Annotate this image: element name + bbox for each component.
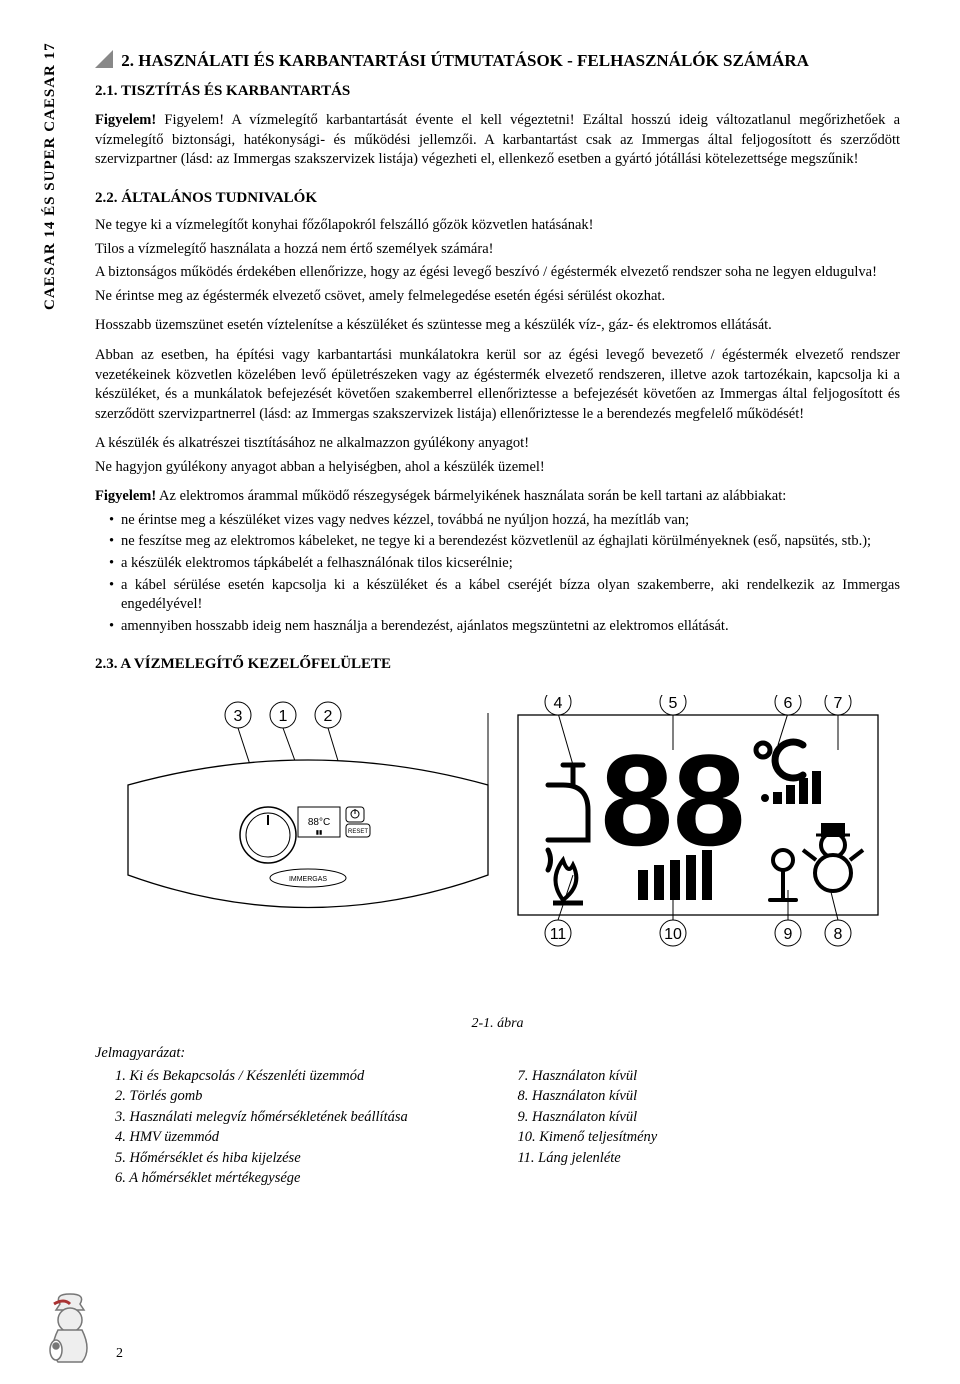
section-22-title: 2.2. ÁLTALÁNOS TUDNIVALÓK [95,188,900,208]
callout-7: 7 [833,695,842,712]
paragraph-22g: A készülék és alkatrészei tisztításához … [95,434,900,454]
arrow-icon [95,50,113,68]
chapter-title-text: 2. HASZNÁLATI ÉS KARBANTARTÁSI ÚTMUTATÁS… [121,51,809,70]
paragraph-22i-text: Az elektromos árammal működő részegysége… [159,488,786,504]
control-panel-figure: 3 1 2 88°C ▮▮ RESET IMMERGAS [95,695,900,1002]
legend-item: 7. Használaton kívül [518,1067,901,1087]
callout-2: 2 [323,708,332,725]
legend-item: 9. Használaton kívül [518,1108,901,1128]
callout-1: 1 [278,708,287,725]
page-number: 2 [116,1345,123,1364]
legend-item: 5. Hőmérséklet és hiba kijelzése [115,1149,498,1169]
legend-item: 4. HMV üzemmód [115,1128,498,1148]
callout-3: 3 [233,708,242,725]
section-21-title: 2.1. TISZTÍTÁS ÉS KARBANTARTÁS [95,81,900,101]
paragraph-22e: Hosszabb üzemszünet esetén víztelenítse … [95,316,900,336]
brand-label: IMMERGAS [288,876,326,883]
legend-item: 6. A hőmérséklet mértékegysége [115,1169,498,1189]
callout-9: 9 [783,926,792,943]
side-product-label: CAESAR 14 ÉS SUPER CAESAR 17 [40,42,60,310]
paragraph-22a: Ne tegye ki a vízmelegítőt konyhai főzől… [95,216,900,236]
display-magnified: 4 5 6 7 11 10 9 8 [518,695,878,946]
paragraph-21-text: Figyelem! A vízmelegítő karbantartását é… [95,112,900,167]
footer: 2 [40,1292,123,1364]
figure-caption: 2-1. ábra [95,1015,900,1034]
legend-list-right: 7. Használaton kívül 8. Használaton kívü… [498,1067,901,1169]
legend-columns: 1. Ki és Bekapcsolás / Készenléti üzemmó… [95,1066,900,1190]
svg-text:88°C: 88°C [307,817,329,828]
paragraph-22d: Ne érintse meg az égéstermék elvezető cs… [95,287,900,307]
callout-5: 5 [668,695,677,712]
device-body: 88°C ▮▮ RESET IMMERGAS [128,760,488,908]
svg-text:▮▮: ▮▮ [315,830,322,836]
legend-list-left: 1. Ki és Bekapcsolás / Készenléti üzemmó… [95,1067,498,1189]
paragraph-22i-lead: Figyelem! Az elektromos árammal működő r… [95,487,900,507]
panel-diagram: 3 1 2 88°C ▮▮ RESET IMMERGAS [108,695,888,995]
callout-10: 10 [664,926,682,943]
paragraph-22f: Abban az esetben, ha építési vagy karban… [95,346,900,424]
legend-item: 11. Láng jelenléte [518,1149,901,1169]
warning-label: Figyelem! [95,112,156,128]
paragraph-22c: A biztonságos működés érdekében ellenőri… [95,263,900,283]
list-item: a kábel sérülése esetén kapcsolja ki a k… [109,576,900,615]
callout-11: 11 [549,926,566,943]
display-temperature: 88 [600,727,745,873]
callout-8: 8 [833,926,842,943]
legend-item: 2. Törlés gomb [115,1087,498,1107]
legend-item: 10. Kimenő teljesítmény [518,1128,901,1148]
legend-item: 8. Használaton kívül [518,1087,901,1107]
list-item: ne feszítse meg az elektromos kábeleket,… [109,532,900,552]
paragraph-21: Figyelem! Figyelem! A vízmelegítő karban… [95,111,900,170]
legend-item: 1. Ki és Bekapcsolás / Készenléti üzemmó… [115,1067,498,1087]
chapter-title: 2. HASZNÁLATI ÉS KARBANTARTÁSI ÚTMUTATÁS… [95,50,900,73]
safety-bullet-list: ne érintse meg a készüléket vizes vagy n… [95,511,900,636]
callout-4: 4 [553,695,562,712]
paragraph-22h: Ne hagyjon gyúlékony anyagot abban a hel… [95,458,900,478]
paragraph-22b: Tilos a vízmelegítő használata a hozzá n… [95,240,900,260]
reset-label: RESET [347,829,367,835]
legend-item: 3. Használati melegvíz hőmérsékletének b… [115,1108,498,1128]
list-item: a készülék elektromos tápkábelét a felha… [109,554,900,574]
list-item: amennyiben hosszabb ideig nem használja … [109,617,900,637]
callout-6: 6 [783,695,792,712]
section-23-title: 2.3. A VÍZMELEGÍTŐ KEZELŐFELÜLETE [95,654,900,674]
legend-title: Jelmagyarázat: [95,1044,900,1064]
mascot-icon [40,1292,100,1364]
warning-label-2: Figyelem! [95,488,156,504]
list-item: ne érintse meg a készüléket vizes vagy n… [109,511,900,531]
